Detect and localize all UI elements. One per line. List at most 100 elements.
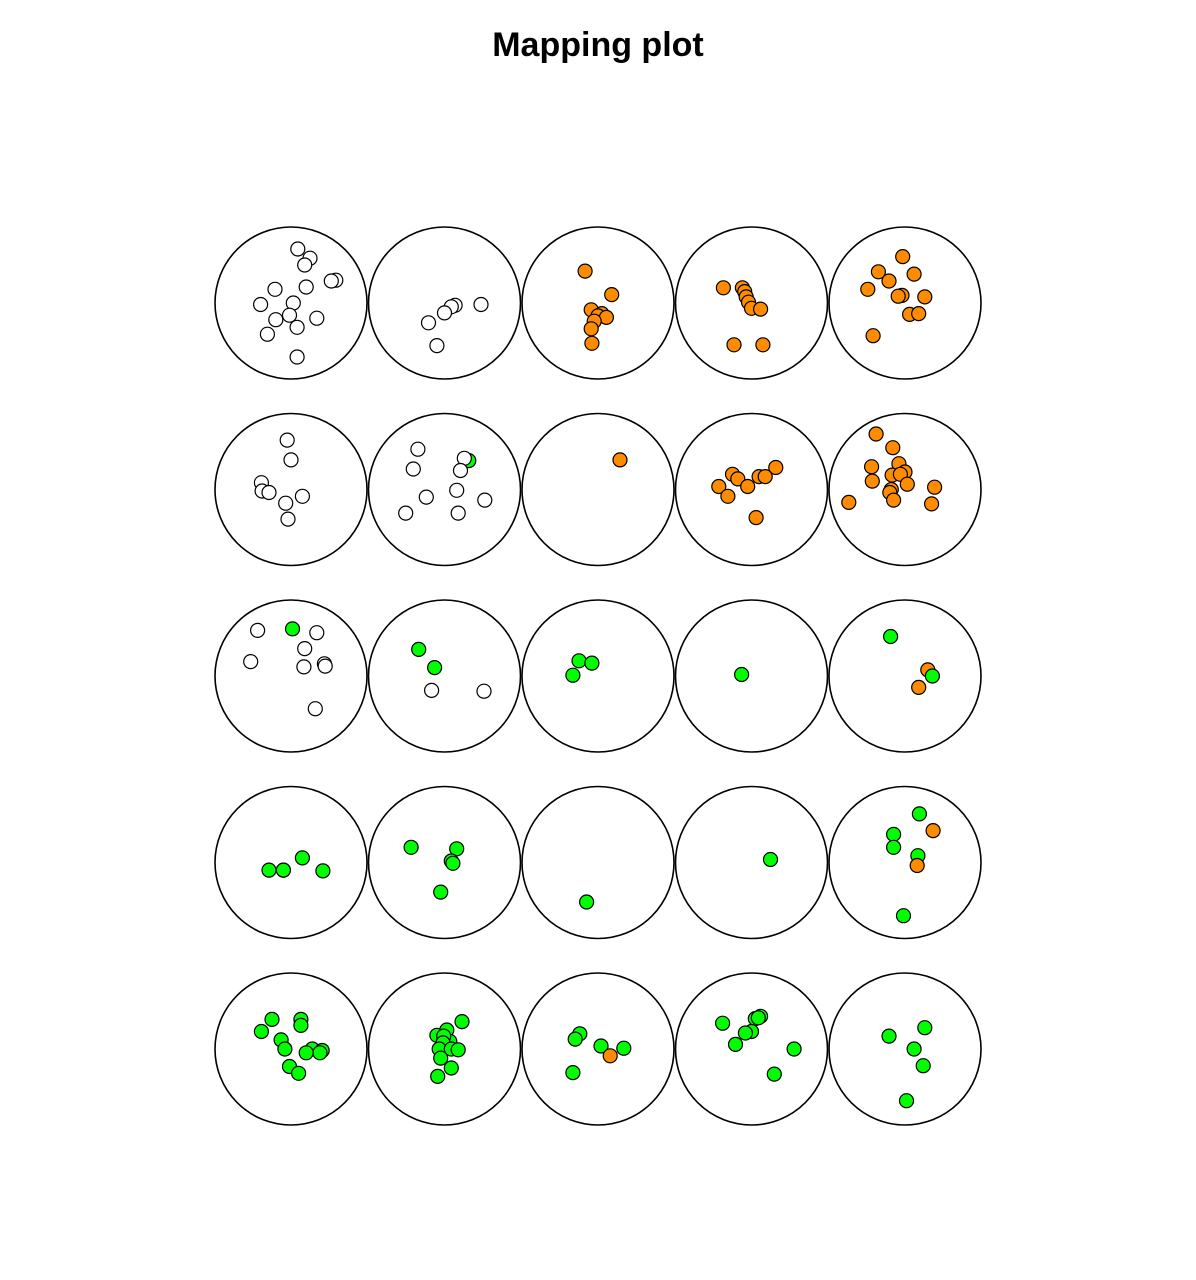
data-point: [259, 326, 275, 342]
data-point: [317, 658, 333, 674]
cell-boundary: [828, 599, 982, 753]
data-point: [890, 288, 906, 304]
cell-boundary: [521, 226, 675, 380]
data-point: [567, 1031, 583, 1047]
cell-boundary: [367, 972, 522, 1126]
data-point: [279, 432, 295, 448]
data-point: [865, 328, 881, 344]
data-point: [418, 489, 434, 505]
map-cell-r5-c2: [367, 972, 522, 1126]
data-point: [571, 653, 587, 669]
cell-boundary: [828, 226, 982, 380]
data-point: [577, 263, 593, 279]
data-point: [427, 659, 443, 676]
data-point: [906, 1041, 922, 1057]
data-point: [750, 1010, 766, 1026]
data-point: [924, 668, 941, 684]
data-point: [762, 851, 779, 868]
data-point: [312, 1045, 328, 1061]
data-point: [291, 1065, 307, 1081]
cell-boundary: [214, 599, 368, 753]
map-cell-r2-c4: [674, 412, 829, 567]
data-point: [449, 482, 465, 498]
data-point: [284, 621, 301, 637]
data-point: [583, 321, 599, 337]
data-point: [243, 653, 259, 670]
map-cell-r4-c4: [674, 785, 829, 940]
data-point: [766, 1066, 782, 1082]
data-point: [584, 335, 600, 351]
data-point: [870, 264, 887, 280]
data-point: [405, 461, 421, 477]
data-point: [882, 628, 899, 645]
data-point: [278, 495, 294, 511]
data-point: [860, 281, 876, 297]
data-point: [715, 280, 732, 296]
map-cell-r2-c5: [828, 412, 982, 567]
map-cell-r5-c4: [674, 972, 829, 1126]
data-point: [403, 839, 419, 855]
map-cell-r3-c4: [674, 599, 829, 753]
cell-boundary: [367, 226, 522, 380]
cell-boundary: [828, 785, 982, 940]
data-point: [297, 640, 313, 657]
data-point: [885, 826, 902, 843]
map-cell-r2-c2: [367, 412, 522, 567]
map-cell-r2-c1: [214, 412, 368, 567]
data-point: [578, 894, 595, 910]
data-point: [926, 479, 943, 495]
data-point: [296, 659, 312, 675]
data-point: [411, 641, 427, 658]
map-cell-r1-c1: [214, 226, 368, 380]
data-point: [297, 257, 313, 273]
data-point: [289, 319, 305, 335]
data-point: [281, 307, 298, 323]
data-point: [864, 473, 880, 489]
data-point: [452, 462, 469, 479]
data-point: [476, 683, 492, 699]
data-point: [309, 625, 325, 641]
data-point: [268, 312, 284, 328]
data-point: [895, 908, 912, 924]
data-point: [720, 488, 736, 504]
data-point: [275, 862, 291, 878]
data-point: [612, 452, 628, 468]
data-point: [737, 1025, 754, 1041]
data-point: [711, 478, 727, 495]
data-point: [294, 850, 310, 866]
data-point: [429, 338, 445, 354]
data-point: [752, 301, 769, 317]
cell-boundary: [828, 412, 982, 567]
data-point: [727, 1036, 744, 1053]
data-point: [604, 287, 620, 303]
data-point: [309, 310, 325, 326]
data-point: [445, 855, 461, 871]
map-cell-r1-c5: [828, 226, 982, 380]
data-point: [294, 488, 310, 504]
data-point: [477, 492, 493, 508]
cell-boundary: [521, 412, 675, 567]
data-point: [726, 337, 742, 353]
data-point: [757, 469, 773, 485]
data-point: [436, 305, 453, 321]
cell-boundary: [674, 226, 829, 380]
data-point: [307, 701, 323, 717]
data-point: [253, 296, 269, 313]
data-point: [267, 281, 283, 297]
data-point: [261, 484, 277, 501]
data-point: [730, 471, 746, 487]
data-point: [593, 1038, 609, 1054]
data-point: [740, 478, 756, 495]
map-cell-r5-c1: [214, 972, 368, 1126]
data-point: [315, 863, 331, 879]
data-point: [253, 1023, 269, 1040]
cell-boundary: [674, 972, 829, 1126]
data-point: [868, 426, 884, 442]
data-point: [584, 655, 600, 671]
data-point: [733, 666, 750, 683]
map-cell-r1-c4: [674, 226, 829, 380]
data-point: [264, 1011, 280, 1028]
data-point: [911, 306, 927, 322]
data-point: [917, 289, 933, 305]
